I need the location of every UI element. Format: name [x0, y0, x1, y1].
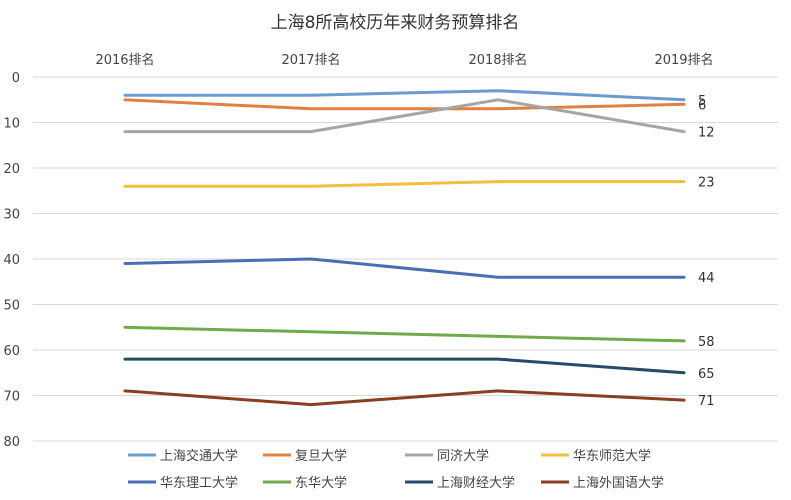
y-tick-label: 40 [3, 253, 20, 268]
category-label: 2017排名 [281, 52, 340, 68]
legend-label: 华东师范大学 [573, 448, 651, 464]
y-tick-label: 50 [3, 299, 20, 314]
y-tick-label: 70 [3, 390, 20, 405]
category-label: 2016排名 [95, 52, 154, 68]
series-line [123, 98, 686, 111]
category-label: 2018排名 [468, 52, 527, 68]
y-tick-label: 80 [3, 435, 20, 450]
legend-label: 上海交通大学 [160, 448, 238, 464]
category-label: 2019排名 [654, 52, 713, 68]
data-label: 23 [698, 176, 715, 191]
series-line [123, 325, 686, 343]
y-tick-label: 60 [3, 344, 20, 359]
series-line [123, 357, 686, 375]
legend-label: 同济大学 [437, 448, 489, 464]
category-labels: 2016排名 2017排名 2018排名 2019排名 [95, 52, 713, 68]
data-label: 5 [698, 94, 706, 109]
series-line [123, 389, 686, 407]
data-label: 71 [698, 394, 715, 409]
series-line [123, 180, 686, 188]
y-tick-label: 10 [3, 117, 20, 132]
series-lines [123, 89, 686, 407]
legend-label: 复旦大学 [295, 448, 347, 464]
chart-title: 上海8所高校历年来财务预算排名 [271, 13, 520, 33]
y-tick-label: 20 [3, 162, 20, 177]
y-axis-ticks: 0 10 20 30 40 50 60 70 80 [3, 71, 20, 450]
y-tick-label: 0 [12, 71, 20, 86]
data-label: 44 [698, 271, 715, 286]
data-label: 6 [698, 98, 706, 113]
legend-label: 上海财经大学 [437, 475, 515, 491]
data-label: 58 [698, 335, 715, 350]
series-line [123, 98, 686, 134]
data-label: 12 [698, 126, 715, 141]
legend-label: 华东理工大学 [160, 475, 238, 491]
y-tick-label: 30 [3, 208, 20, 223]
legend-label: 东华大学 [295, 475, 347, 491]
data-label: 65 [698, 367, 715, 382]
legend-label: 上海外国语大学 [573, 475, 664, 491]
series-line [123, 89, 686, 102]
series-line [123, 257, 686, 279]
data-labels: 56 12 23 44 58 65 71 [698, 94, 715, 409]
gridlines [33, 76, 778, 442]
